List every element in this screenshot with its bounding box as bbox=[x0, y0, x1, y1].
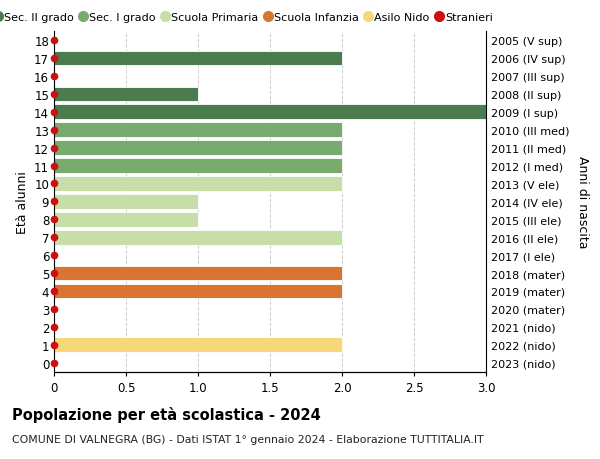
Bar bbox=[54, 51, 342, 66]
Bar bbox=[54, 123, 342, 138]
Bar bbox=[54, 230, 342, 245]
Bar bbox=[54, 105, 486, 120]
Bar bbox=[54, 213, 198, 227]
Bar bbox=[54, 159, 342, 174]
Bar bbox=[54, 177, 342, 191]
Bar bbox=[54, 266, 342, 281]
Bar bbox=[54, 284, 342, 299]
Y-axis label: Età alunni: Età alunni bbox=[16, 171, 29, 233]
Bar bbox=[54, 87, 198, 102]
Bar bbox=[54, 141, 342, 156]
Legend: Sec. II grado, Sec. I grado, Scuola Primaria, Scuola Infanzia, Asilo Nido, Stran: Sec. II grado, Sec. I grado, Scuola Prim… bbox=[0, 12, 493, 23]
Text: Popolazione per età scolastica - 2024: Popolazione per età scolastica - 2024 bbox=[12, 406, 321, 422]
Bar bbox=[54, 338, 342, 353]
Text: COMUNE DI VALNEGRA (BG) - Dati ISTAT 1° gennaio 2024 - Elaborazione TUTTITALIA.I: COMUNE DI VALNEGRA (BG) - Dati ISTAT 1° … bbox=[12, 434, 484, 444]
Bar bbox=[54, 195, 198, 209]
Y-axis label: Anni di nascita: Anni di nascita bbox=[576, 156, 589, 248]
